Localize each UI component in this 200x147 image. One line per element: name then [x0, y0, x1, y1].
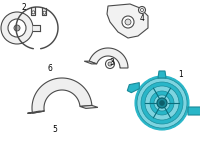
- Polygon shape: [27, 111, 44, 113]
- Circle shape: [135, 76, 189, 130]
- Polygon shape: [84, 61, 97, 64]
- Text: 3: 3: [110, 57, 114, 66]
- Circle shape: [122, 16, 134, 28]
- Text: 4: 4: [140, 14, 144, 22]
- Text: 1: 1: [179, 70, 183, 78]
- Polygon shape: [31, 7, 35, 15]
- Circle shape: [125, 19, 131, 25]
- Text: 6: 6: [48, 64, 52, 72]
- Circle shape: [14, 25, 20, 31]
- Circle shape: [8, 19, 26, 37]
- Circle shape: [138, 6, 146, 14]
- Text: 2: 2: [22, 2, 26, 11]
- Circle shape: [106, 60, 114, 69]
- Circle shape: [108, 62, 112, 66]
- Circle shape: [157, 98, 167, 108]
- Circle shape: [32, 11, 35, 14]
- Polygon shape: [188, 107, 200, 115]
- Polygon shape: [107, 4, 148, 38]
- Circle shape: [160, 101, 164, 106]
- Circle shape: [137, 78, 187, 128]
- Circle shape: [43, 11, 46, 14]
- Circle shape: [157, 98, 167, 108]
- Polygon shape: [80, 105, 98, 108]
- Polygon shape: [42, 8, 46, 15]
- Polygon shape: [158, 71, 166, 78]
- Circle shape: [145, 86, 179, 120]
- Circle shape: [140, 9, 144, 11]
- Text: 5: 5: [53, 126, 57, 135]
- Circle shape: [1, 12, 33, 44]
- Circle shape: [150, 91, 174, 115]
- Polygon shape: [89, 48, 128, 68]
- Circle shape: [141, 82, 183, 124]
- Circle shape: [154, 95, 170, 111]
- Polygon shape: [127, 83, 139, 93]
- Polygon shape: [32, 78, 92, 113]
